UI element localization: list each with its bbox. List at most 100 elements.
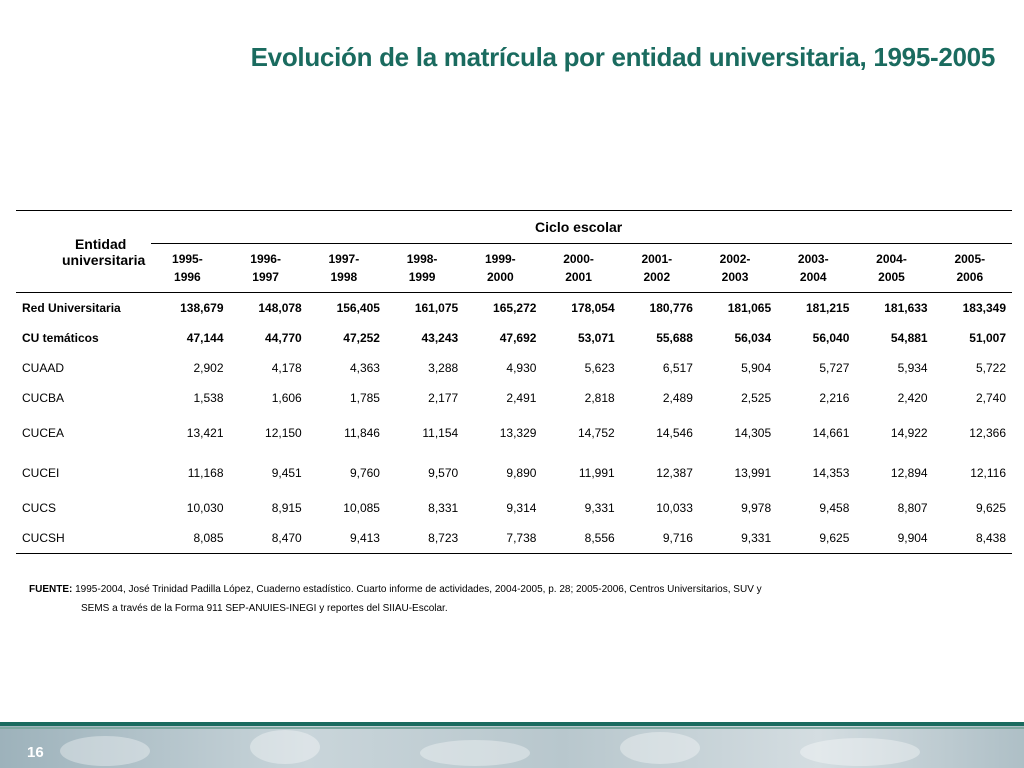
table-cell: 180,776 xyxy=(620,292,699,323)
year-header-part: 1998 xyxy=(330,270,358,284)
table-cell: 8,438 xyxy=(933,523,1012,554)
table-cell: 47,692 xyxy=(499,331,537,345)
table-cell: 9,625 xyxy=(777,523,856,554)
year-header-part: 2004- xyxy=(876,252,907,266)
table-cell: 165,272 xyxy=(464,292,543,323)
entity-header-line1: Entidad xyxy=(74,235,127,252)
table-cell: 11,991 xyxy=(578,466,615,480)
table-cell: 138,679 xyxy=(151,292,230,323)
row-entity-name: Red Universitaria xyxy=(16,292,152,323)
year-header-part: 2004 xyxy=(799,270,827,284)
table-cell: 12,116 xyxy=(970,466,1006,480)
table-cell: 12,150 xyxy=(265,426,302,440)
table-cell: 1,538 xyxy=(193,391,224,405)
table-cell: 12,366 xyxy=(969,426,1006,440)
table-cell: 47,252 xyxy=(343,331,380,345)
table-cell: 11,168 xyxy=(187,466,224,480)
year-header-part: 2003- xyxy=(797,252,829,266)
year-header-3: 1998- 1999 xyxy=(385,243,465,293)
table-cell: 5,934 xyxy=(897,361,928,375)
table-cell: 5,727 xyxy=(819,361,850,375)
table-cell: 2,491 xyxy=(506,391,537,405)
year-header-9: 2004- 2005 xyxy=(855,243,934,293)
table-cell: 8,556 xyxy=(542,523,621,554)
table-cell: 9,458 xyxy=(819,501,850,515)
table-cell: 10,030 xyxy=(186,501,224,515)
year-header-part: 2000 xyxy=(486,270,514,284)
row-entity-name: CUCEI xyxy=(22,466,60,480)
table-cell: 2,740 xyxy=(975,391,1006,405)
table-cell: 8,470 xyxy=(229,523,308,554)
table-cell: 14,922 xyxy=(890,426,928,440)
table-cell: 4,363 xyxy=(349,361,380,375)
year-header-part: 2003 xyxy=(721,270,749,284)
table-cell: 14,661 xyxy=(812,426,850,440)
table-cell: 9,904 xyxy=(855,523,934,554)
table-cell: 6,517 xyxy=(662,361,693,375)
year-header-2: 1997- 1998 xyxy=(307,243,386,293)
table-cell: 11,846 xyxy=(344,426,380,440)
table-row: CUCEI 11,168 9,451 9,760 9,570 9,890 11,991 12,… xyxy=(16,453,1012,493)
table-cell: 2,489 xyxy=(662,391,693,405)
table-cell: 14,546 xyxy=(656,426,693,440)
table-cell: 12,387 xyxy=(656,466,693,480)
year-header-part: 1999 xyxy=(408,270,436,284)
table-row: CUAAD 2,902 4,178 4,363 3,288 4,930 5,623 6,517… xyxy=(16,353,1012,383)
table-cell: 9,331 xyxy=(584,501,615,515)
table-row: CUCSH 8,085 8,470 9,413 8,723 7,738 8,556 9,716… xyxy=(16,523,1012,554)
table-cell: 51,007 xyxy=(969,331,1006,345)
year-header-4: 1999- 2000 xyxy=(464,243,543,293)
table-row: CUCBA 1,538 1,606 1,785 2,177 2,491 2,818 2,489… xyxy=(16,383,1012,413)
year-header-part: 1999- xyxy=(484,252,516,266)
enrollment-table: Entidad universitaria Ciclo escolar 1995… xyxy=(16,210,1012,554)
table-cell: 53,071 xyxy=(577,331,615,345)
table-cell: 13,329 xyxy=(499,426,537,440)
table-cell: 181,065 xyxy=(698,292,778,323)
year-header-part: 1995- xyxy=(172,252,203,266)
year-header-part: 1997- xyxy=(328,252,360,266)
table-cell: 2,420 xyxy=(897,391,928,405)
years-header-row: 1995- 1996 1996- 1997 1997- 1998 1998- 1999 1999… xyxy=(16,243,1012,293)
year-header-part: 2002- xyxy=(719,252,751,266)
table-cell: 183,349 xyxy=(933,292,1012,323)
table-cell: 13,991 xyxy=(734,466,772,480)
source-line1: 1995-2004, José Trinidad Padilla López, … xyxy=(75,584,762,595)
table-cell: 1,606 xyxy=(271,391,302,405)
table-cell: 9,625 xyxy=(975,501,1006,515)
table-cell: 2,177 xyxy=(428,391,459,405)
table-cell: 54,881 xyxy=(890,331,928,345)
year-header-part: 2001 xyxy=(565,270,592,284)
table-cell: 9,890 xyxy=(506,466,537,480)
table-cell: 10,085 xyxy=(343,501,380,515)
year-header-part: 2005 xyxy=(878,270,905,284)
table-cell: 14,752 xyxy=(577,426,615,440)
year-header-0: 1995- 1996 xyxy=(151,243,230,293)
row-entity-name: CUCS xyxy=(22,501,57,515)
year-header-part: 1996 xyxy=(174,270,201,284)
table-cell: 5,722 xyxy=(975,361,1006,375)
footer-band xyxy=(0,722,1024,768)
table-cell: 9,451 xyxy=(271,466,302,480)
table-cell: 9,413 xyxy=(307,523,386,554)
table-row: CU temáticos 47,144 44,770 47,252 43,243 47,6… xyxy=(16,323,1012,353)
table-cell: 2,525 xyxy=(741,391,772,405)
year-header-1: 1996- 1997 xyxy=(229,243,308,293)
table-cell: 2,216 xyxy=(819,391,850,405)
year-header-part: 2006 xyxy=(956,270,984,284)
table-cell: 9,331 xyxy=(698,523,778,554)
source-line2: SEMS a través de la Forma 911 SEP-ANUIES… xyxy=(81,603,448,614)
table-cell: 148,078 xyxy=(229,292,308,323)
table-cell: 56,034 xyxy=(734,331,772,345)
year-header-10: 2005- 2006 xyxy=(933,243,1012,293)
year-header-part: 1996- xyxy=(250,252,281,266)
footer-stripe-light xyxy=(0,727,1024,729)
table-cell: 181,215 xyxy=(777,292,856,323)
table-cell: 1,785 xyxy=(349,391,380,405)
year-header-6: 2001- 2002 xyxy=(620,243,699,293)
table-cell: 8,085 xyxy=(151,523,230,554)
table-cell: 44,770 xyxy=(265,331,302,345)
table-cell: 5,623 xyxy=(584,361,615,375)
row-entity-name: CU temáticos xyxy=(22,331,99,345)
footer-stripe xyxy=(0,722,1024,726)
entity-header-line2: universitaria xyxy=(62,251,146,268)
